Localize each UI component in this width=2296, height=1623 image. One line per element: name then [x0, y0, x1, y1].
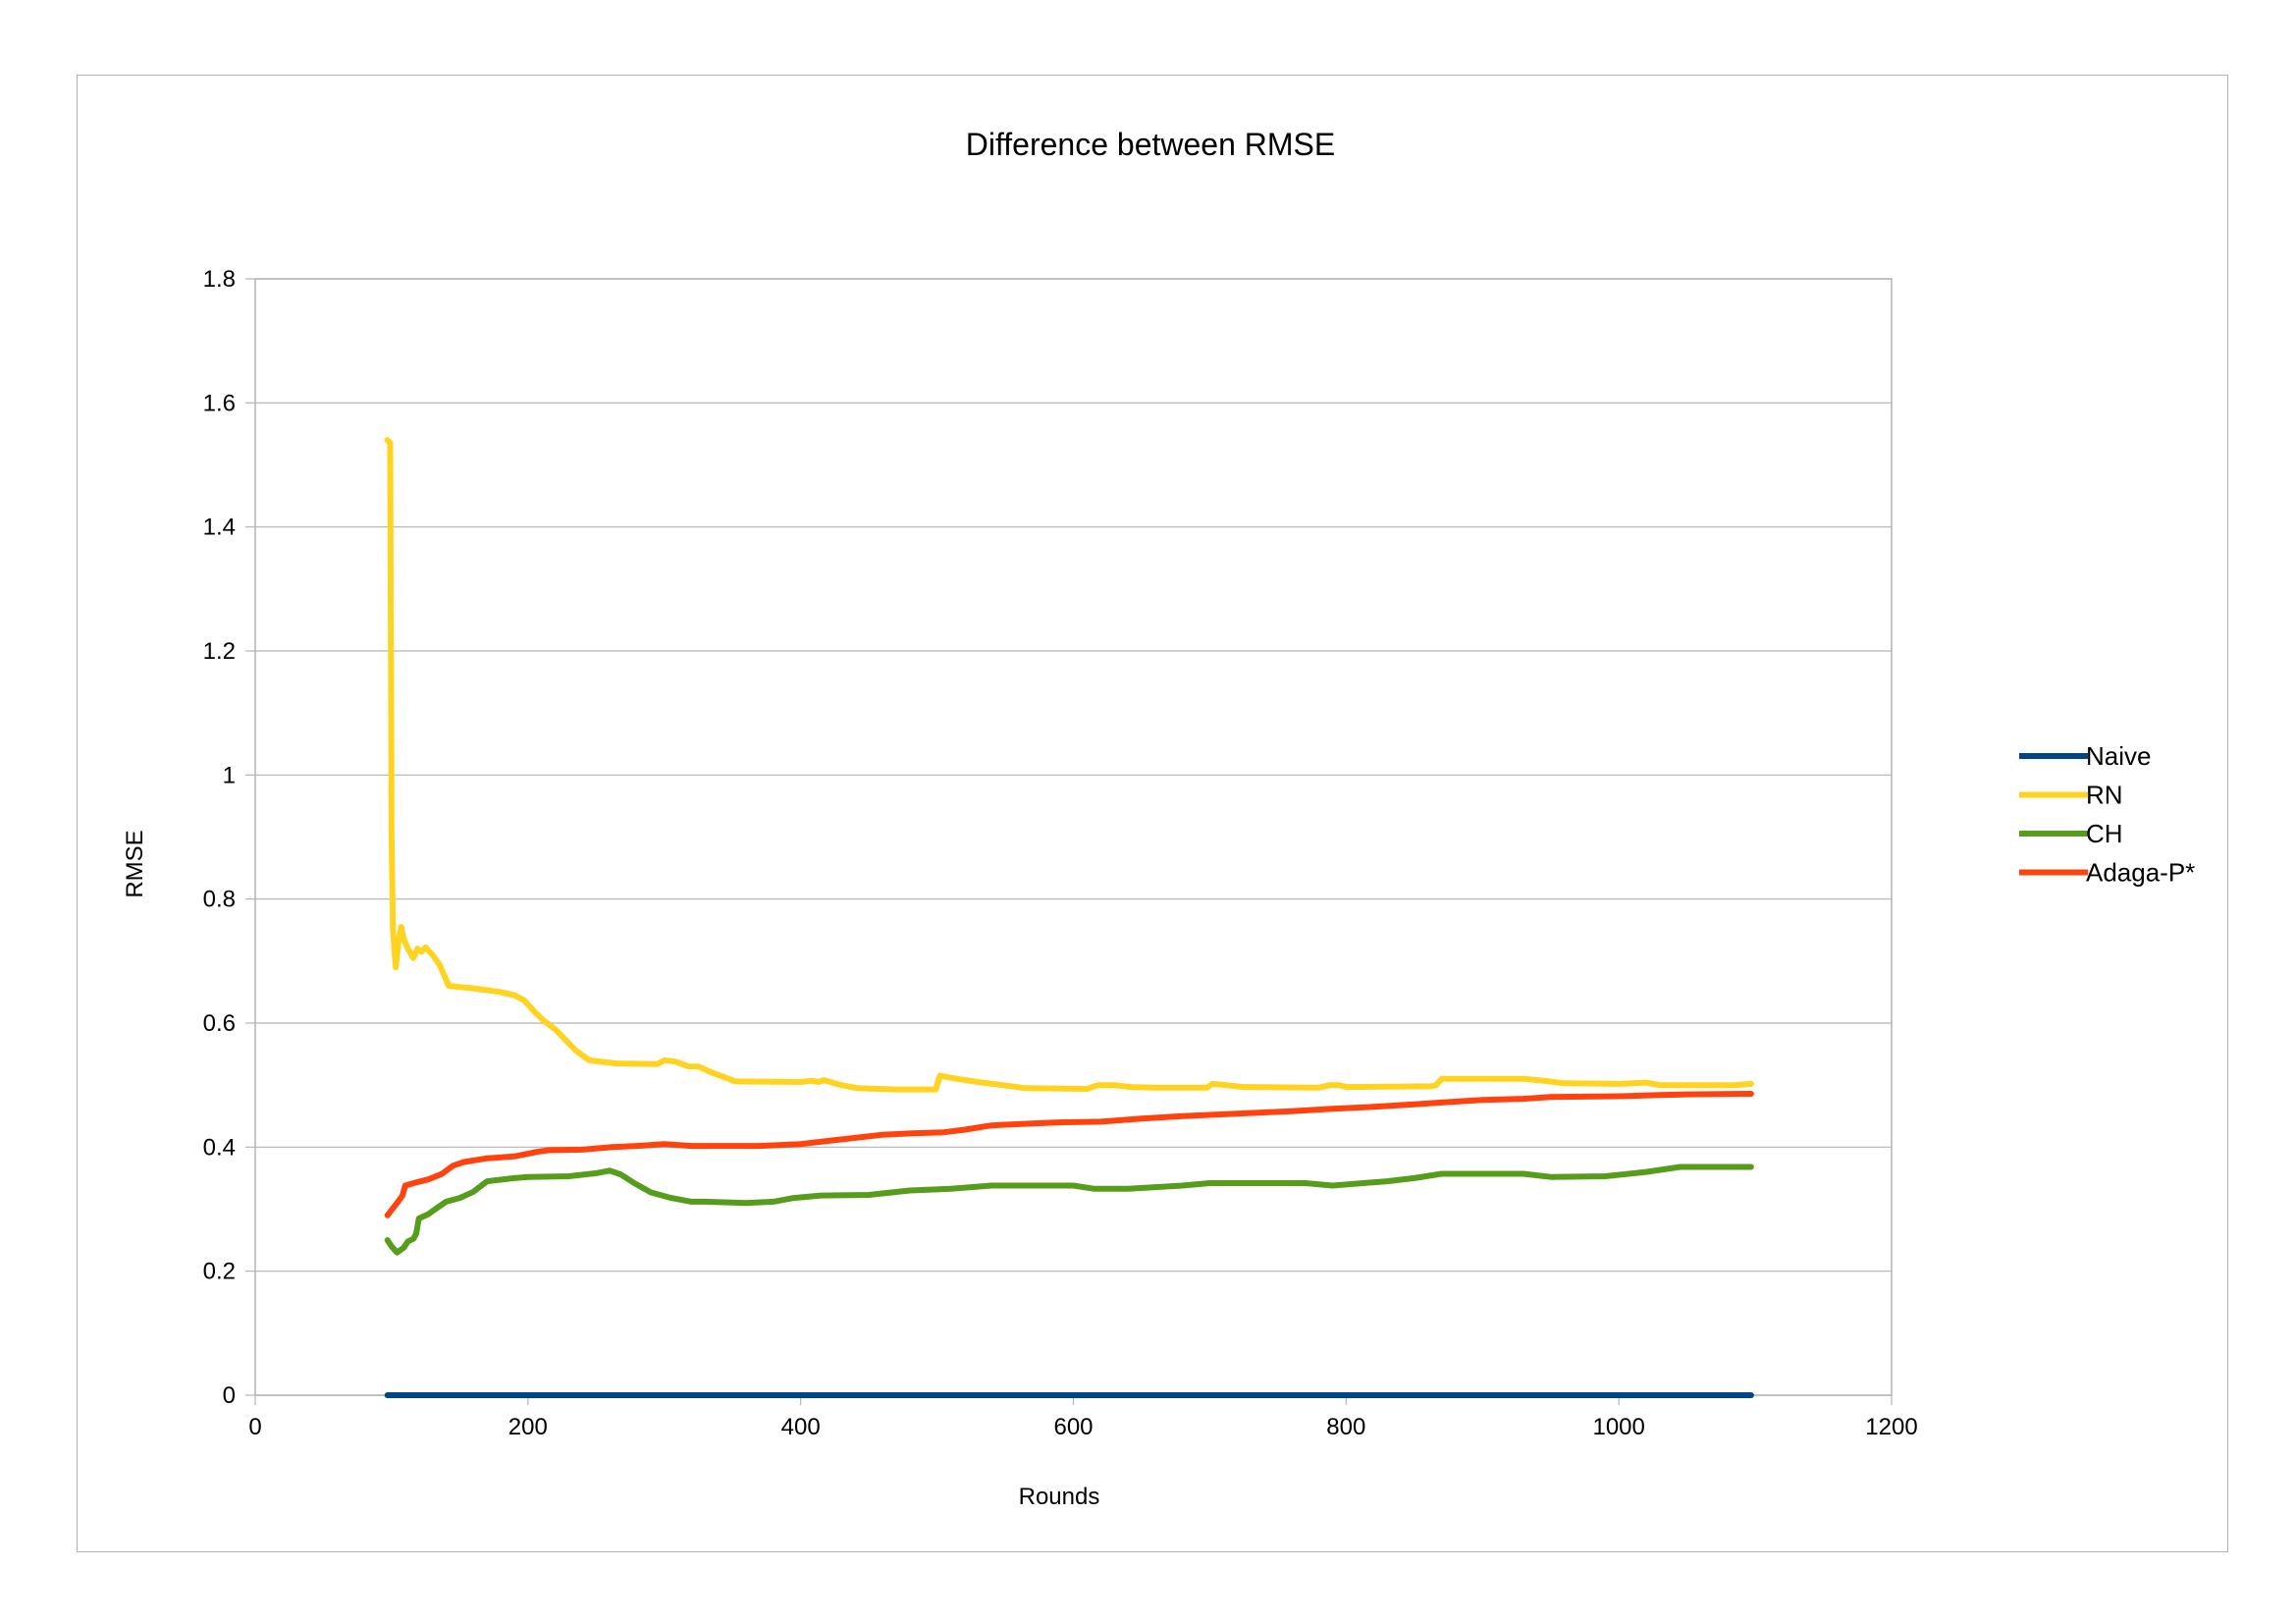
legend: Naive RN CH Adaga-P*	[2019, 741, 2195, 888]
y-tick-label: 0.6	[203, 1010, 236, 1037]
x-axis-ticks: 0 200 400 600 800 1000 1200	[248, 1395, 1918, 1440]
legend-label: CH	[2086, 819, 2123, 848]
y-tick-label: 1.4	[203, 514, 236, 541]
x-tick-label: 800	[1326, 1414, 1365, 1440]
y-tick-label: 0	[223, 1382, 236, 1409]
y-tick-label: 0.2	[203, 1259, 236, 1285]
y-tick-label: 0.4	[203, 1134, 236, 1161]
legend-item: CH	[2019, 819, 2123, 848]
legend-item: Adaga-P*	[2019, 858, 2195, 888]
series-line-ch	[384, 1163, 1754, 1256]
series-line-adaga-p	[384, 1091, 1754, 1218]
plot-area: 0 0.2 0.4 0.6 0.8 1 1.2 1.4 1.6 1.8 0 200 400 600 800…	[203, 266, 1918, 1440]
y-tick-label: 1.6	[203, 390, 236, 416]
chart-frame	[77, 75, 2228, 1552]
x-tick-label: 600	[1053, 1414, 1093, 1440]
legend-item: Naive	[2019, 741, 2151, 771]
x-tick-label: 1200	[1865, 1414, 1917, 1440]
series-lines	[384, 437, 1754, 1398]
legend-label: RN	[2086, 781, 2123, 810]
x-tick-label: 200	[508, 1414, 548, 1440]
y-axis-ticks: 0 0.2 0.4 0.6 0.8 1 1.2 1.4 1.6 1.8	[203, 266, 255, 1409]
y-tick-label: 1.8	[203, 266, 236, 293]
legend-label: Naive	[2086, 741, 2151, 771]
x-axis-title: Rounds	[1019, 1484, 1100, 1510]
x-tick-label: 400	[781, 1414, 821, 1440]
y-tick-label: 1	[223, 762, 236, 788]
y-tick-label: 0.8	[203, 887, 236, 913]
chart-title: Difference between RMSE	[966, 127, 1335, 162]
plot-border	[254, 278, 1893, 1396]
x-tick-label: 1000	[1592, 1414, 1644, 1440]
series-line-rn	[384, 437, 1754, 1093]
x-tick-label: 0	[248, 1414, 261, 1440]
gridlines	[255, 278, 1892, 1396]
y-tick-label: 1.2	[203, 638, 236, 665]
legend-item: RN	[2019, 781, 2123, 810]
legend-label: Adaga-P*	[2086, 858, 2195, 888]
y-axis-title: RMSE	[122, 830, 148, 897]
